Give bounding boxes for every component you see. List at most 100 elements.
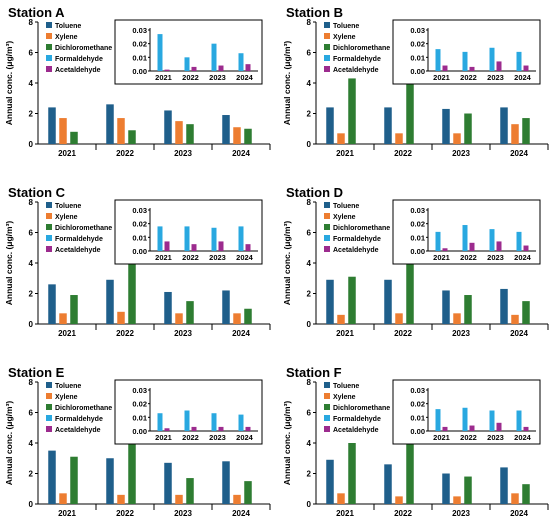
inset-y-tick-label: 0.02 xyxy=(132,40,147,49)
y-tick-label: 4 xyxy=(29,79,34,88)
bar xyxy=(186,478,194,504)
inset-x-tick-label: 2022 xyxy=(460,73,477,82)
bar xyxy=(453,313,461,324)
y-tick-label: 8 xyxy=(307,198,312,207)
x-tick-label: 2021 xyxy=(58,329,76,338)
bar xyxy=(233,313,241,324)
inset-bar xyxy=(462,407,468,431)
inset-x-tick-label: 2022 xyxy=(182,433,199,442)
inset-bar xyxy=(157,34,163,71)
inset-x-tick-label: 2022 xyxy=(182,73,199,82)
bar xyxy=(406,235,414,324)
y-tick-label: 8 xyxy=(307,18,312,27)
inset-bar xyxy=(442,426,448,431)
inset-bar xyxy=(238,226,244,251)
legend-label: Xylene xyxy=(333,214,356,221)
inset-x-tick-label: 2024 xyxy=(236,73,254,82)
bar xyxy=(326,107,334,144)
bar xyxy=(522,118,530,144)
inset-x-tick-label: 2024 xyxy=(514,73,532,82)
x-tick-label: 2022 xyxy=(116,329,134,338)
bar xyxy=(48,284,56,324)
legend-swatch xyxy=(324,382,330,388)
legend-label: Formaldehyde xyxy=(333,416,381,423)
bar xyxy=(233,494,241,504)
legend-label: Acetaldehyde xyxy=(333,247,379,254)
inset-y-tick-label: 0.02 xyxy=(410,400,425,409)
legend-label: Acetaldehyde xyxy=(333,67,379,74)
chart-panel: Station F Annual conc. (μg/m³) 0 2 4 6 8 2021 20… xyxy=(282,365,549,518)
inset-bar xyxy=(211,413,217,431)
bar xyxy=(395,313,403,324)
legend-label: Toluene xyxy=(55,23,81,30)
x-tick-label: 2023 xyxy=(452,149,470,158)
inset-bar xyxy=(218,65,224,71)
legend-swatch xyxy=(324,202,330,208)
x-tick-label: 2022 xyxy=(394,509,412,518)
y-tick-label: 0 xyxy=(29,320,34,329)
bar xyxy=(406,409,414,504)
y-tick-label: 4 xyxy=(307,79,312,88)
bar xyxy=(337,133,345,144)
x-tick-label: 2021 xyxy=(336,149,354,158)
inset-bar xyxy=(469,242,475,251)
legend-swatch xyxy=(324,235,330,241)
x-tick-label: 2024 xyxy=(232,509,250,518)
y-tick-label: 6 xyxy=(307,409,312,418)
legend-swatch xyxy=(46,33,52,39)
inset-y-tick-label: 0.03 xyxy=(410,386,425,395)
bar xyxy=(128,250,136,324)
inset-bar xyxy=(462,51,468,71)
inset-bar xyxy=(245,426,251,431)
inset-x-tick-label: 2024 xyxy=(514,253,532,262)
bar xyxy=(222,290,230,324)
legend-label: Toluene xyxy=(55,383,81,390)
bar xyxy=(511,493,519,504)
legend-label: Formaldehyde xyxy=(55,56,103,63)
inset-bar xyxy=(211,227,217,251)
bar xyxy=(128,130,136,144)
bar xyxy=(326,459,334,504)
inset-bar xyxy=(442,248,448,251)
inset-y-tick-label: 0.01 xyxy=(410,233,425,242)
inset-x-tick-label: 2024 xyxy=(236,253,254,262)
y-axis-label: Annual conc. (μg/m³) xyxy=(4,41,14,126)
legend-swatch xyxy=(46,202,52,208)
y-tick-label: 6 xyxy=(307,229,312,238)
legend-swatch xyxy=(46,382,52,388)
bar xyxy=(442,290,450,324)
bar xyxy=(511,314,519,324)
inset-bar xyxy=(435,409,441,431)
chart-title: Station B xyxy=(286,5,343,20)
inset-bar xyxy=(218,241,224,251)
x-tick-label: 2021 xyxy=(58,509,76,518)
legend-swatch xyxy=(324,22,330,28)
inset-bar xyxy=(516,231,522,251)
inset-x-tick-label: 2021 xyxy=(155,433,172,442)
inset-x-tick-label: 2023 xyxy=(487,433,504,442)
y-tick-label: 6 xyxy=(307,49,312,58)
inset-bar xyxy=(218,426,224,431)
bar xyxy=(337,493,345,504)
x-tick-label: 2023 xyxy=(452,329,470,338)
y-tick-label: 0 xyxy=(307,500,312,509)
x-tick-label: 2024 xyxy=(510,149,528,158)
bar xyxy=(500,467,508,504)
inset-y-tick-label: 0.01 xyxy=(132,53,147,62)
inset-y-tick-label: 0.01 xyxy=(132,233,147,242)
x-tick-label: 2022 xyxy=(394,149,412,158)
bar xyxy=(106,279,114,324)
bar xyxy=(464,476,472,504)
legend-swatch xyxy=(324,33,330,39)
legend-label: Dichloromethane xyxy=(55,45,112,52)
inset-y-tick-label: 0.01 xyxy=(410,53,425,62)
bar xyxy=(164,291,172,324)
legend-label: Toluene xyxy=(333,383,359,390)
bar xyxy=(70,295,78,324)
y-axis-label: Annual conc. (μg/m³) xyxy=(282,401,292,486)
legend-swatch xyxy=(324,213,330,219)
chart-panel: Station A Annual conc. (μg/m³) 0 2 4 6 8 2021 20… xyxy=(4,5,271,158)
legend-label: Acetaldehyde xyxy=(55,427,101,434)
chart-title: Station C xyxy=(8,185,66,200)
bar xyxy=(175,494,183,504)
